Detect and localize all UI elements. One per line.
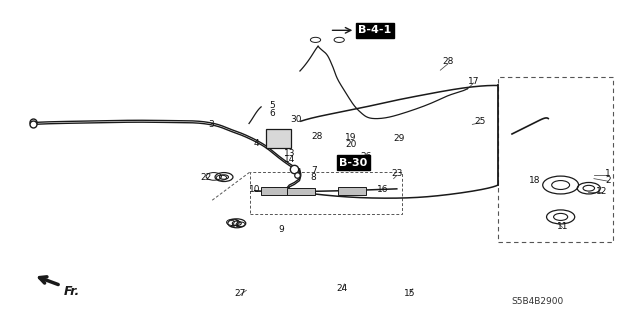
- Text: 1: 1: [605, 169, 611, 178]
- Text: 27: 27: [234, 289, 246, 298]
- Text: 20: 20: [345, 140, 356, 149]
- Text: 23: 23: [391, 169, 403, 178]
- Text: Fr.: Fr.: [64, 285, 80, 298]
- Text: 16: 16: [377, 185, 388, 194]
- Bar: [261, 187, 289, 195]
- Text: 3: 3: [209, 120, 214, 129]
- Bar: [498, 77, 613, 242]
- Text: 17: 17: [468, 77, 479, 86]
- Text: 2: 2: [605, 176, 611, 185]
- Text: 13: 13: [284, 149, 296, 158]
- Text: 14: 14: [284, 155, 296, 164]
- Text: 15: 15: [404, 289, 415, 298]
- Text: 6: 6: [269, 109, 275, 118]
- Text: 11: 11: [557, 222, 569, 231]
- Text: 28: 28: [442, 57, 454, 66]
- Text: 4: 4: [253, 139, 259, 148]
- Bar: [266, 129, 291, 148]
- Text: 12: 12: [596, 187, 607, 196]
- Bar: [338, 187, 366, 195]
- Text: 22: 22: [200, 173, 212, 182]
- Text: 5: 5: [269, 101, 275, 110]
- Text: 26: 26: [360, 152, 372, 161]
- Text: B-4-1: B-4-1: [358, 25, 392, 35]
- Text: 9: 9: [279, 225, 284, 234]
- Text: 24: 24: [337, 284, 348, 293]
- Text: 29: 29: [394, 134, 405, 143]
- Text: 28: 28: [311, 132, 323, 141]
- Bar: [250, 172, 402, 214]
- Text: 25: 25: [474, 117, 486, 126]
- Text: 21: 21: [230, 220, 241, 229]
- Bar: [287, 188, 315, 195]
- Text: 18: 18: [529, 176, 540, 185]
- Text: 10: 10: [249, 185, 260, 194]
- Text: S5B4B2900: S5B4B2900: [511, 297, 564, 306]
- Text: B-30: B-30: [339, 158, 367, 168]
- Text: 8: 8: [311, 173, 316, 182]
- Text: 7: 7: [311, 166, 316, 175]
- Text: 19: 19: [345, 133, 356, 142]
- Text: 30: 30: [290, 115, 301, 124]
